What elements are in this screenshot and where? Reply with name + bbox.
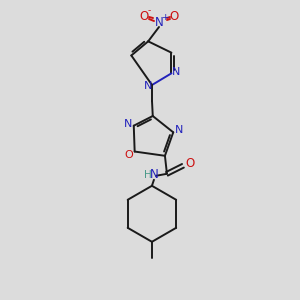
Text: O: O xyxy=(124,149,133,160)
Text: -: - xyxy=(147,7,151,16)
Text: N: N xyxy=(124,119,132,129)
Text: H: H xyxy=(144,170,152,180)
Text: +: + xyxy=(161,13,169,22)
Text: N: N xyxy=(150,168,158,181)
Text: O: O xyxy=(185,157,195,170)
Text: N: N xyxy=(154,16,164,28)
Text: N: N xyxy=(172,67,181,77)
Text: N: N xyxy=(144,81,152,91)
Text: O: O xyxy=(169,11,178,23)
Text: N: N xyxy=(175,125,183,135)
Text: O: O xyxy=(140,10,148,22)
